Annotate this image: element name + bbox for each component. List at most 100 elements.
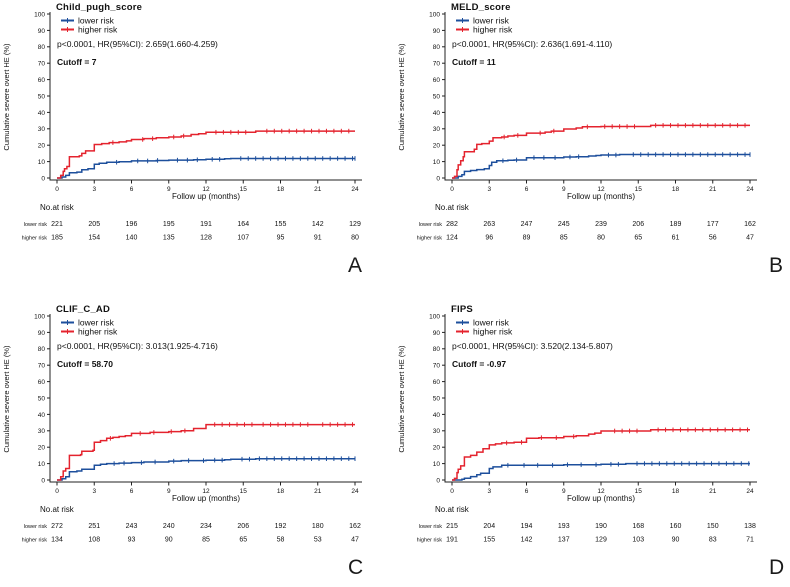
x-tick-label: 21 <box>314 186 322 193</box>
risk-count: 243 <box>126 523 138 530</box>
risk-count: 135 <box>163 235 175 242</box>
risk-count: 196 <box>126 221 138 228</box>
risk-row-label: lower risk <box>419 222 442 228</box>
risk-count: 103 <box>632 537 644 544</box>
risk-count: 108 <box>88 537 100 544</box>
risk-count: 47 <box>351 537 359 544</box>
risk-count: 204 <box>483 523 495 530</box>
y-tick-label: 20 <box>433 445 441 452</box>
risk-count: 91 <box>314 235 322 242</box>
x-tick-label: 9 <box>167 186 171 193</box>
y-tick-label: 70 <box>38 61 46 68</box>
y-tick-label: 0 <box>41 477 45 484</box>
x-tick-label: 24 <box>746 488 754 495</box>
x-tick-label: 3 <box>92 186 96 193</box>
legend-label: lower risk <box>78 317 115 327</box>
y-tick-label: 90 <box>433 28 441 35</box>
y-tick-label: 40 <box>433 110 441 117</box>
y-axis-label: Cumulative severe overt HE (%) <box>2 43 11 151</box>
x-axis-label: Follow up (months) <box>172 192 240 201</box>
risk-count: 80 <box>351 235 359 242</box>
y-tick-label: 10 <box>433 461 441 468</box>
risk-table-header: No.at risk <box>435 505 470 514</box>
risk-count: 245 <box>558 221 570 228</box>
x-tick-label: 15 <box>635 488 643 495</box>
y-tick-label: 90 <box>433 330 441 337</box>
risk-count: 221 <box>51 221 63 228</box>
y-tick-label: 70 <box>433 61 441 68</box>
x-tick-label: 24 <box>746 186 754 193</box>
panel-plot-B: MELD_score 0 10 20 30 40 50 60 70 80 90 100 0 3 6 9 12 15… <box>397 2 783 277</box>
legend-label: higher risk <box>473 24 513 34</box>
risk-count: 53 <box>314 537 322 544</box>
risk-table-header: No.at risk <box>40 505 75 514</box>
y-tick-label: 50 <box>38 395 46 402</box>
y-tick-label: 40 <box>433 412 441 419</box>
risk-count: 124 <box>446 235 458 242</box>
y-tick-label: 80 <box>38 346 46 353</box>
risk-count: 239 <box>595 221 607 228</box>
x-tick-label: 15 <box>240 186 248 193</box>
risk-count: 194 <box>521 523 533 530</box>
risk-count: 129 <box>595 537 607 544</box>
cutoff-text: Cutoff = 7 <box>57 57 97 67</box>
x-tick-label: 12 <box>202 186 210 193</box>
axes-lines <box>49 12 362 181</box>
panel-meld-score: MELD_score 0 10 20 30 40 50 60 70 80 90 100 0 3 6 9 12 15… <box>395 0 790 285</box>
risk-count: 155 <box>483 537 495 544</box>
risk-count: 56 <box>709 235 717 242</box>
x-tick-label: 15 <box>635 186 643 193</box>
risk-count: 272 <box>51 523 63 530</box>
panel-letter: A <box>348 254 362 277</box>
x-tick-label: 12 <box>597 488 605 495</box>
x-tick-label: 24 <box>351 488 359 495</box>
x-tick-label: 12 <box>202 488 210 495</box>
risk-count: 263 <box>483 221 495 228</box>
x-tick-label: 12 <box>597 186 605 193</box>
risk-count: 89 <box>523 235 531 242</box>
x-tick-label: 21 <box>709 488 717 495</box>
y-tick-label: 30 <box>38 126 46 133</box>
risk-count: 65 <box>634 235 642 242</box>
risk-table-header: No.at risk <box>40 203 75 212</box>
legend-label: higher risk <box>473 326 513 336</box>
legend-label: lower risk <box>473 15 510 25</box>
survival-curve-higher <box>57 423 355 481</box>
x-axis-label: Follow up (months) <box>567 494 635 503</box>
risk-count: 129 <box>349 221 361 228</box>
y-tick-label: 10 <box>38 159 46 166</box>
x-tick-label: 18 <box>672 186 680 193</box>
y-axis-label: Cumulative severe overt HE (%) <box>2 345 11 453</box>
survival-curve-lower <box>57 457 355 481</box>
cutoff-text: Cutoff = -0.97 <box>452 359 506 369</box>
hr-stats-text: p<0.0001, HR(95%CI): 3.520(2.134-5.807) <box>452 341 613 351</box>
y-tick-label: 20 <box>38 445 46 452</box>
panel-title: FIPS <box>451 304 473 315</box>
survival-curve-higher <box>57 130 355 179</box>
risk-count: 206 <box>632 221 644 228</box>
hr-stats-text: p<0.0001, HR(95%CI): 2.636(1.691-4.110) <box>452 39 612 49</box>
x-tick-label: 21 <box>314 488 322 495</box>
risk-count: 185 <box>51 235 63 242</box>
risk-count: 93 <box>128 537 136 544</box>
risk-count: 193 <box>558 523 570 530</box>
hr-stats-text: p<0.0001, HR(95%CI): 3.013(1.925-4.716) <box>57 341 218 351</box>
risk-count: 205 <box>88 221 100 228</box>
y-tick-label: 30 <box>38 428 46 435</box>
panel-letter: D <box>769 556 784 579</box>
y-tick-label: 40 <box>38 412 46 419</box>
risk-count: 61 <box>672 235 680 242</box>
x-tick-label: 6 <box>130 186 134 193</box>
x-tick-label: 6 <box>525 488 529 495</box>
x-axis-label: Follow up (months) <box>172 494 240 503</box>
y-tick-label: 70 <box>38 363 46 370</box>
risk-table-header: No.at risk <box>435 203 470 212</box>
risk-count: 85 <box>202 537 210 544</box>
risk-count: 206 <box>237 523 249 530</box>
legend-label: higher risk <box>78 326 118 336</box>
y-axis-label: Cumulative severe overt HE (%) <box>397 43 406 151</box>
risk-count: 138 <box>744 523 756 530</box>
x-tick-label: 24 <box>351 186 359 193</box>
risk-count: 155 <box>275 221 287 228</box>
